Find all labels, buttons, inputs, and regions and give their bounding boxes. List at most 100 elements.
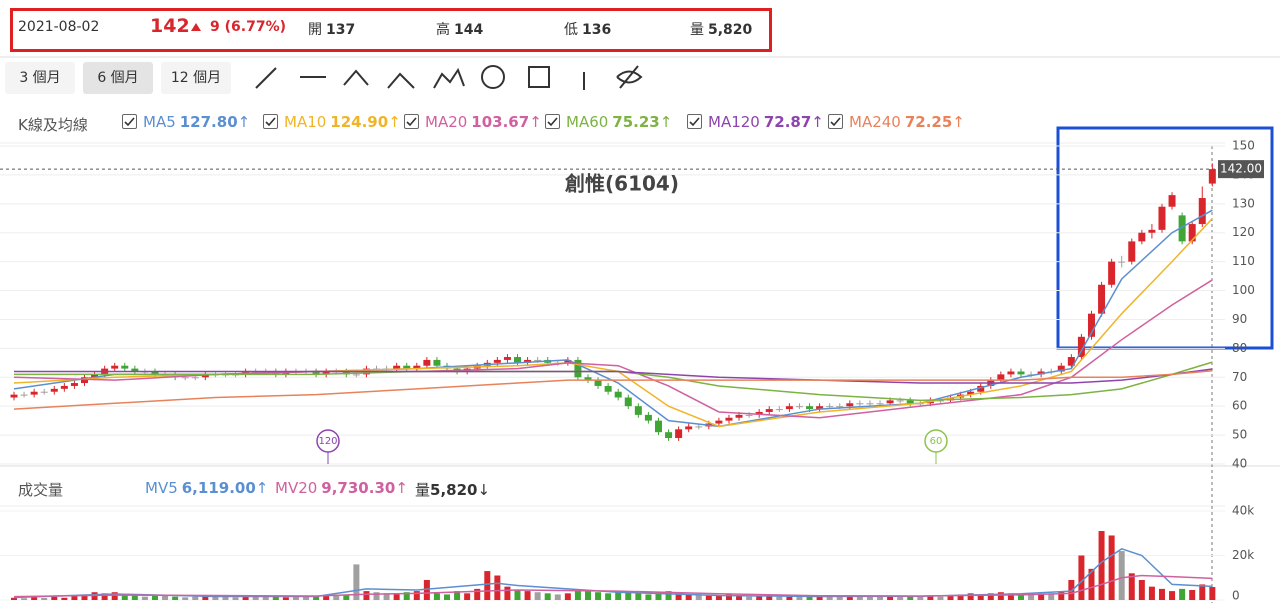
- candle-body: [906, 400, 914, 404]
- candle-body: [644, 414, 652, 421]
- volume-bar: [393, 594, 400, 600]
- volume-bar: [292, 596, 299, 600]
- volume-bar: [715, 595, 722, 600]
- volume-bar: [343, 594, 350, 600]
- candle-body: [1098, 284, 1106, 314]
- legend-checkbox[interactable]: [404, 114, 419, 129]
- stat-label: 量: [690, 22, 704, 38]
- change-value: 9: [210, 19, 220, 35]
- y-tick-label: 110: [1232, 254, 1255, 268]
- legend-trend: ↑: [659, 113, 673, 131]
- range-button[interactable]: 3 個月: [5, 62, 75, 94]
- tool-circle[interactable]: [481, 65, 505, 89]
- candle-body: [1067, 357, 1075, 366]
- volume-bar: [504, 586, 511, 600]
- candle-body: [1198, 198, 1206, 225]
- candle-body: [1148, 229, 1156, 233]
- volume-bar: [182, 597, 189, 600]
- candle-body: [1208, 169, 1216, 184]
- volume-bar: [1169, 591, 1176, 600]
- candle-body: [201, 374, 209, 378]
- y-tick-label: 0: [1232, 589, 1240, 603]
- volume-bar: [484, 571, 491, 600]
- candle-body: [322, 371, 330, 375]
- volume-bar: [887, 595, 894, 600]
- volume-bar: [1209, 587, 1216, 600]
- candle-body: [846, 403, 854, 407]
- volume-bar: [746, 596, 753, 600]
- volume-bar: [1038, 594, 1045, 600]
- candle-body: [352, 374, 360, 376]
- candle-body: [886, 400, 894, 404]
- legend-checkbox[interactable]: [122, 114, 137, 129]
- tool-rect[interactable]: [528, 66, 550, 88]
- volume-bar: [81, 594, 88, 600]
- y-tick-label: 80: [1232, 341, 1247, 355]
- volume-bar: [323, 595, 330, 600]
- legend-trend: ↑: [255, 479, 269, 497]
- tool-abc[interactable]: [387, 72, 415, 89]
- legend-checkbox[interactable]: [828, 114, 843, 129]
- volume-bar: [917, 595, 924, 600]
- volume-bar: [1018, 594, 1024, 600]
- candle-body: [997, 374, 1005, 381]
- volume-bar: [333, 595, 340, 600]
- legend-value: 72.25: [904, 113, 953, 131]
- candle-body: [1037, 371, 1045, 375]
- volume-bar: [524, 591, 531, 600]
- volume-bar: [242, 596, 249, 600]
- volume-bar: [363, 591, 370, 600]
- date: 2021-08-02: [18, 19, 100, 35]
- volume-bar: [635, 593, 642, 600]
- candle-body: [775, 409, 783, 411]
- candle-body: [514, 357, 521, 363]
- candle-body: [856, 403, 864, 405]
- ma-line: [13, 209, 1213, 428]
- volume-bar: [252, 595, 259, 600]
- ma-line: [13, 574, 1213, 598]
- stat-label: 高: [436, 22, 450, 38]
- legend-checkbox[interactable]: [263, 114, 278, 129]
- volume-bar: [897, 596, 904, 600]
- tool-line[interactable]: [255, 67, 277, 89]
- tool-angle[interactable]: [343, 69, 369, 86]
- legend-value: 103.67: [471, 113, 530, 131]
- volume-bar: [121, 595, 128, 600]
- candle-body: [755, 411, 763, 415]
- volume-bar: [444, 594, 451, 600]
- volume-bar: [907, 596, 914, 600]
- y-tick-label: 70: [1232, 370, 1247, 384]
- volume-bar: [1028, 593, 1035, 600]
- candle-body: [695, 426, 703, 428]
- stat-value: 137: [326, 22, 356, 38]
- candle-body: [393, 365, 401, 369]
- candle-body: [1188, 224, 1196, 242]
- legend-name: MA10: [284, 113, 327, 131]
- change: 9 (6.77%): [210, 19, 286, 35]
- candle-body: [10, 394, 18, 398]
- range-button[interactable]: 6 個月: [83, 62, 153, 94]
- tool-hide[interactable]: [616, 65, 643, 89]
- candle-body: [181, 377, 189, 379]
- volume-bar: [514, 589, 521, 600]
- y-tick-label: 100: [1232, 283, 1255, 297]
- volume-bar: [413, 591, 420, 600]
- price-marker-box: [1218, 160, 1264, 179]
- volume-bar: [736, 595, 743, 600]
- volume-bar: [41, 597, 48, 600]
- legend-checkbox[interactable]: [545, 114, 560, 129]
- candle-body: [1128, 241, 1136, 262]
- volume-bar: [433, 593, 440, 600]
- volume-bar: [856, 596, 863, 600]
- volume-bar: [705, 595, 712, 600]
- volume-bar: [101, 593, 108, 600]
- candle-body: [675, 429, 683, 438]
- y-tick-label: 120: [1232, 225, 1255, 239]
- range-button[interactable]: 12 個月: [161, 62, 231, 94]
- candle-body: [574, 359, 582, 378]
- legend-trend: ↑: [952, 113, 965, 131]
- volume-bar: [71, 595, 78, 600]
- tool-abcd[interactable]: [433, 67, 465, 89]
- volume-bar: [786, 596, 793, 600]
- legend-checkbox[interactable]: [687, 114, 702, 129]
